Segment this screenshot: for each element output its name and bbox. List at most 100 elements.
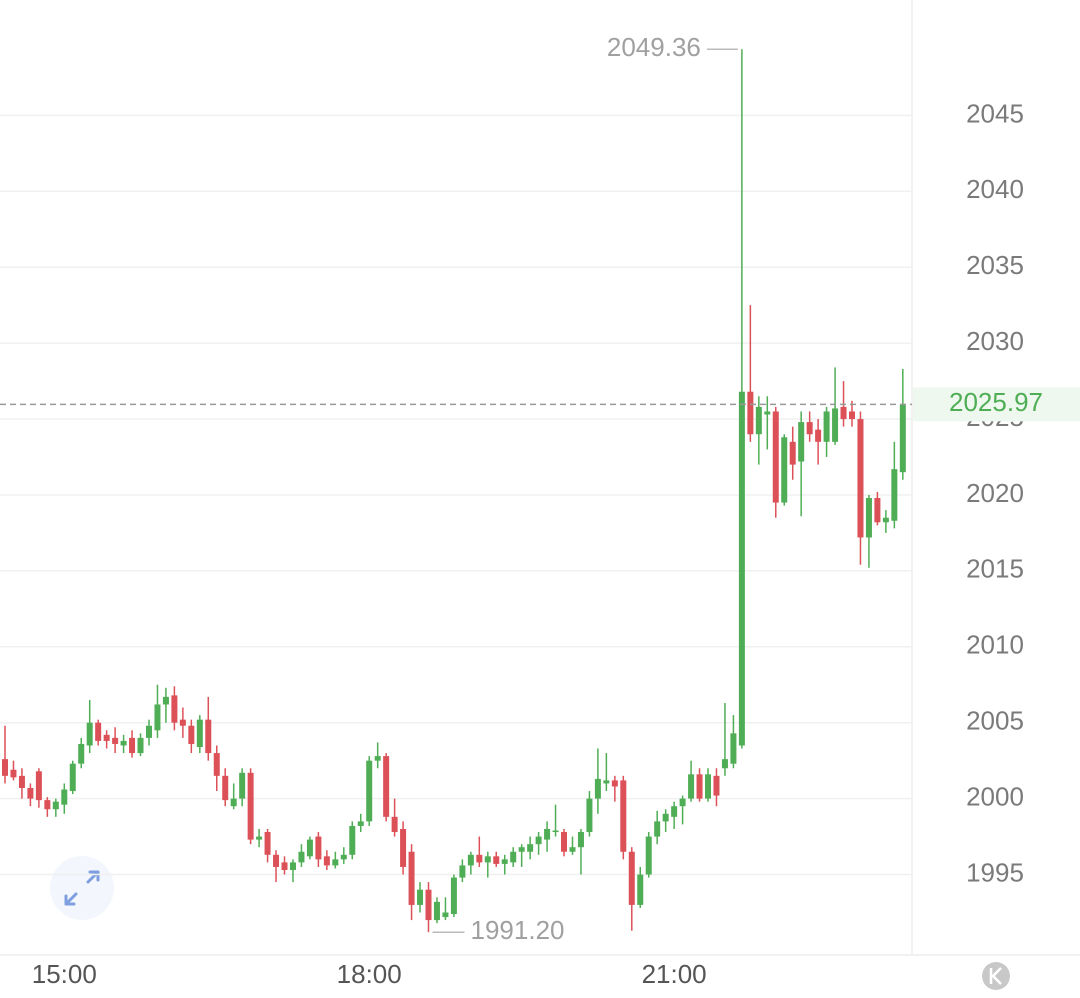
y-tick-label: 2020	[966, 478, 1024, 508]
candle-body	[86, 722, 93, 746]
candle-body	[586, 798, 593, 833]
y-tick-label: 1995	[966, 857, 1024, 887]
candle-body	[577, 832, 584, 848]
candle-body	[18, 775, 25, 788]
candle-body	[798, 422, 805, 462]
candle-body	[569, 847, 576, 852]
candle-body	[628, 851, 635, 905]
candle-body	[620, 780, 627, 852]
candle-body	[442, 912, 449, 918]
candle-body	[815, 429, 822, 442]
candle-body	[654, 821, 661, 837]
candle-body	[264, 832, 271, 855]
candle-body	[145, 725, 152, 738]
candle-body	[493, 856, 500, 864]
candle-body	[273, 854, 280, 867]
candle-body	[688, 774, 695, 799]
candle-body	[823, 411, 830, 442]
candle-body	[696, 774, 703, 799]
y-tick-label: 2000	[966, 781, 1024, 811]
candle-body	[781, 437, 788, 503]
candle-body	[256, 836, 263, 840]
candle-body	[510, 851, 517, 863]
candle-body	[611, 780, 618, 787]
candle-body	[400, 828, 407, 867]
k-button[interactable]	[982, 962, 1010, 990]
candle-body	[323, 856, 330, 866]
candle-body	[738, 391, 745, 746]
candle-body	[205, 719, 212, 754]
candle-body	[501, 859, 508, 864]
y-tick-label: 2040	[966, 174, 1024, 204]
x-tick-label: 15:00	[32, 959, 97, 989]
candle-body	[849, 411, 855, 420]
candle-body	[188, 725, 195, 744]
candle-body	[2, 759, 8, 776]
candle-body	[840, 406, 847, 420]
candle-body	[891, 469, 898, 521]
candle-body	[637, 874, 644, 905]
candle-body	[35, 771, 42, 801]
candle-body	[162, 696, 169, 705]
candle-body	[179, 719, 186, 726]
candle-body	[713, 775, 720, 796]
candle-body	[857, 419, 864, 538]
candle-body	[527, 844, 534, 852]
candle-body	[721, 759, 728, 769]
candle-body	[289, 862, 296, 870]
candle-body	[730, 733, 737, 764]
candle-body	[306, 839, 313, 857]
candle-body	[44, 800, 51, 810]
candle-body	[349, 825, 356, 855]
y-tick-label: 2030	[966, 326, 1024, 356]
candle-body	[561, 832, 568, 852]
candle-body	[315, 836, 322, 860]
candle-body	[874, 497, 881, 523]
candle-body	[679, 798, 686, 807]
candle-body	[476, 854, 483, 863]
candle-body	[196, 719, 203, 747]
candle-body	[789, 441, 796, 465]
candle-body	[137, 737, 144, 754]
x-tick-label: 18:00	[337, 959, 402, 989]
candle-body	[865, 497, 872, 538]
candle-body	[332, 859, 339, 866]
candle-body	[484, 856, 491, 863]
candle-body	[281, 862, 288, 870]
expand-button-bg	[50, 856, 114, 920]
candle-body	[213, 753, 220, 776]
candle-body	[391, 816, 398, 833]
candle-body	[806, 422, 813, 435]
candle-body	[69, 763, 76, 792]
candle-body	[247, 772, 254, 840]
candle-body	[340, 854, 347, 860]
candle-body	[425, 889, 432, 921]
candle-body	[27, 787, 34, 799]
candle-body	[544, 828, 551, 840]
candle-body	[433, 901, 440, 921]
y-tick-label: 2045	[966, 98, 1024, 128]
k-button-bg	[982, 962, 1010, 990]
candle-body	[772, 411, 779, 503]
candle-body	[222, 775, 229, 801]
candle-body	[78, 743, 85, 764]
candle-body	[298, 851, 305, 863]
expand-button[interactable]	[50, 856, 114, 920]
candle-body	[112, 737, 119, 744]
last-price-label: 2025.97	[949, 387, 1043, 417]
candle-body	[645, 836, 652, 875]
candle-body	[357, 821, 364, 826]
candle-body	[535, 836, 542, 845]
candle-body	[103, 734, 110, 741]
k-icon	[989, 967, 1002, 985]
candle-body	[882, 517, 889, 523]
candle-body	[747, 391, 754, 435]
candle-body	[662, 813, 669, 822]
candle-body	[705, 774, 712, 799]
y-tick-label: 2015	[966, 554, 1024, 584]
candle-body	[594, 778, 601, 799]
candle-body	[899, 404, 906, 473]
min-label: 1991.20	[471, 915, 565, 945]
candle-body	[366, 760, 373, 822]
